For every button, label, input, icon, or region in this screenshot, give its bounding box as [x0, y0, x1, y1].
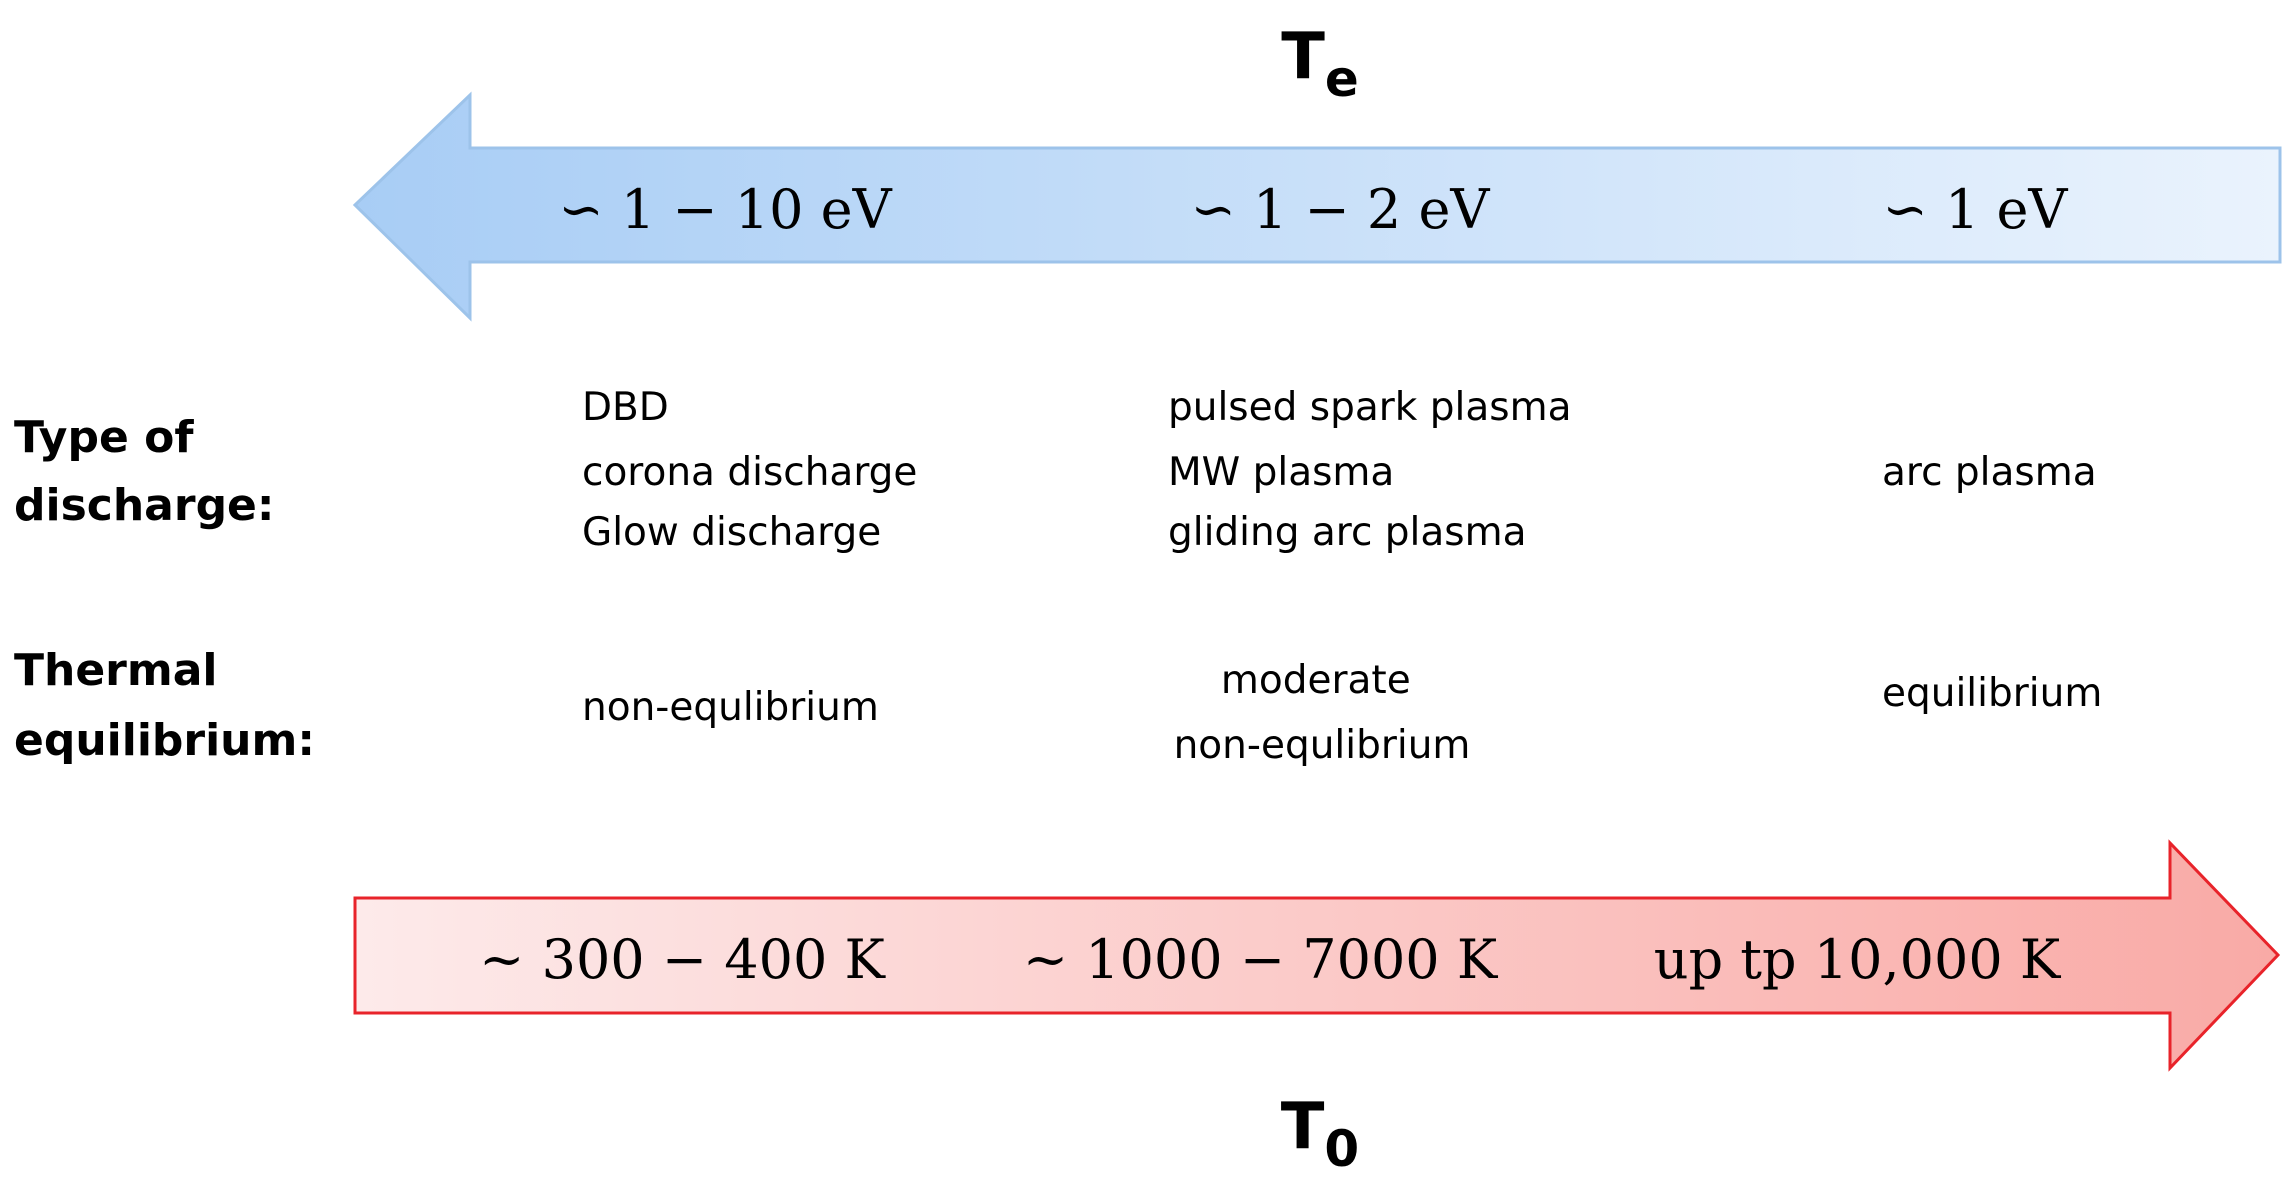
te-label-low: ∽ 1 − 10 eV: [558, 178, 892, 241]
discharge-type-item: DBD: [582, 385, 669, 430]
equilibrium-state: non-equlibrium: [582, 685, 879, 730]
discharge-type-item: arc plasma: [1882, 450, 2097, 495]
type-of-discharge-label-line: Type of: [14, 412, 194, 463]
discharge-type-item: pulsed spark plasma: [1168, 385, 1571, 430]
gas-temperature-title: T0: [1281, 1090, 1359, 1178]
electron-temperature-title: Te: [1281, 20, 1359, 108]
discharge-type-item: gliding arc plasma: [1168, 510, 1527, 555]
te-label-high: ∽ 1 eV: [1883, 178, 2069, 241]
te-label-mid: ∽ 1 − 2 eV: [1191, 178, 1491, 241]
gas-temperature-symbol: T: [1281, 1090, 1325, 1164]
equilibrium-state: equilibrium: [1882, 671, 2102, 716]
discharge-column-mid: pulsed spark plasma MW plasma gliding ar…: [1168, 385, 1584, 555]
equilibrium-state: moderate: [1221, 658, 1411, 703]
electron-temperature-arrow: [352, 91, 2282, 322]
t0-label-mid: ~ 1000 − 7000 K: [1023, 928, 1499, 991]
discharge-column-high: arc plasma: [1882, 450, 2097, 495]
discharge-column-low: DBD corona discharge Glow discharge: [582, 385, 930, 555]
discharge-type-item: corona discharge: [582, 450, 917, 495]
gas-temperature-arrow: [353, 839, 2281, 1072]
discharge-type-item: MW plasma: [1168, 450, 1394, 495]
equilibrium-column-mid: moderate non-equlibrium: [1174, 658, 1471, 768]
t0-label-low: ~ 300 − 400 K: [479, 928, 886, 991]
discharge-type-item: Glow discharge: [582, 510, 881, 555]
t0-label-high: up tp 10,000 K: [1654, 928, 2062, 991]
gas-temperature-subscript: 0: [1324, 1120, 1359, 1178]
equilibrium-state: non-equlibrium: [1174, 723, 1471, 768]
equilibrium-column-high: equilibrium: [1882, 671, 2102, 716]
thermal-equilibrium-label: Thermal equilibrium:: [14, 645, 315, 766]
type-of-discharge-label: Type of discharge:: [14, 412, 275, 531]
thermal-equilibrium-label-line: Thermal: [14, 645, 218, 696]
electron-temperature-symbol: T: [1281, 20, 1325, 94]
electron-temperature-subscript: e: [1325, 50, 1359, 108]
type-of-discharge-label-line: discharge:: [14, 480, 275, 531]
thermal-equilibrium-label-line: equilibrium:: [14, 715, 315, 766]
equilibrium-column-low: non-equlibrium: [582, 685, 879, 730]
